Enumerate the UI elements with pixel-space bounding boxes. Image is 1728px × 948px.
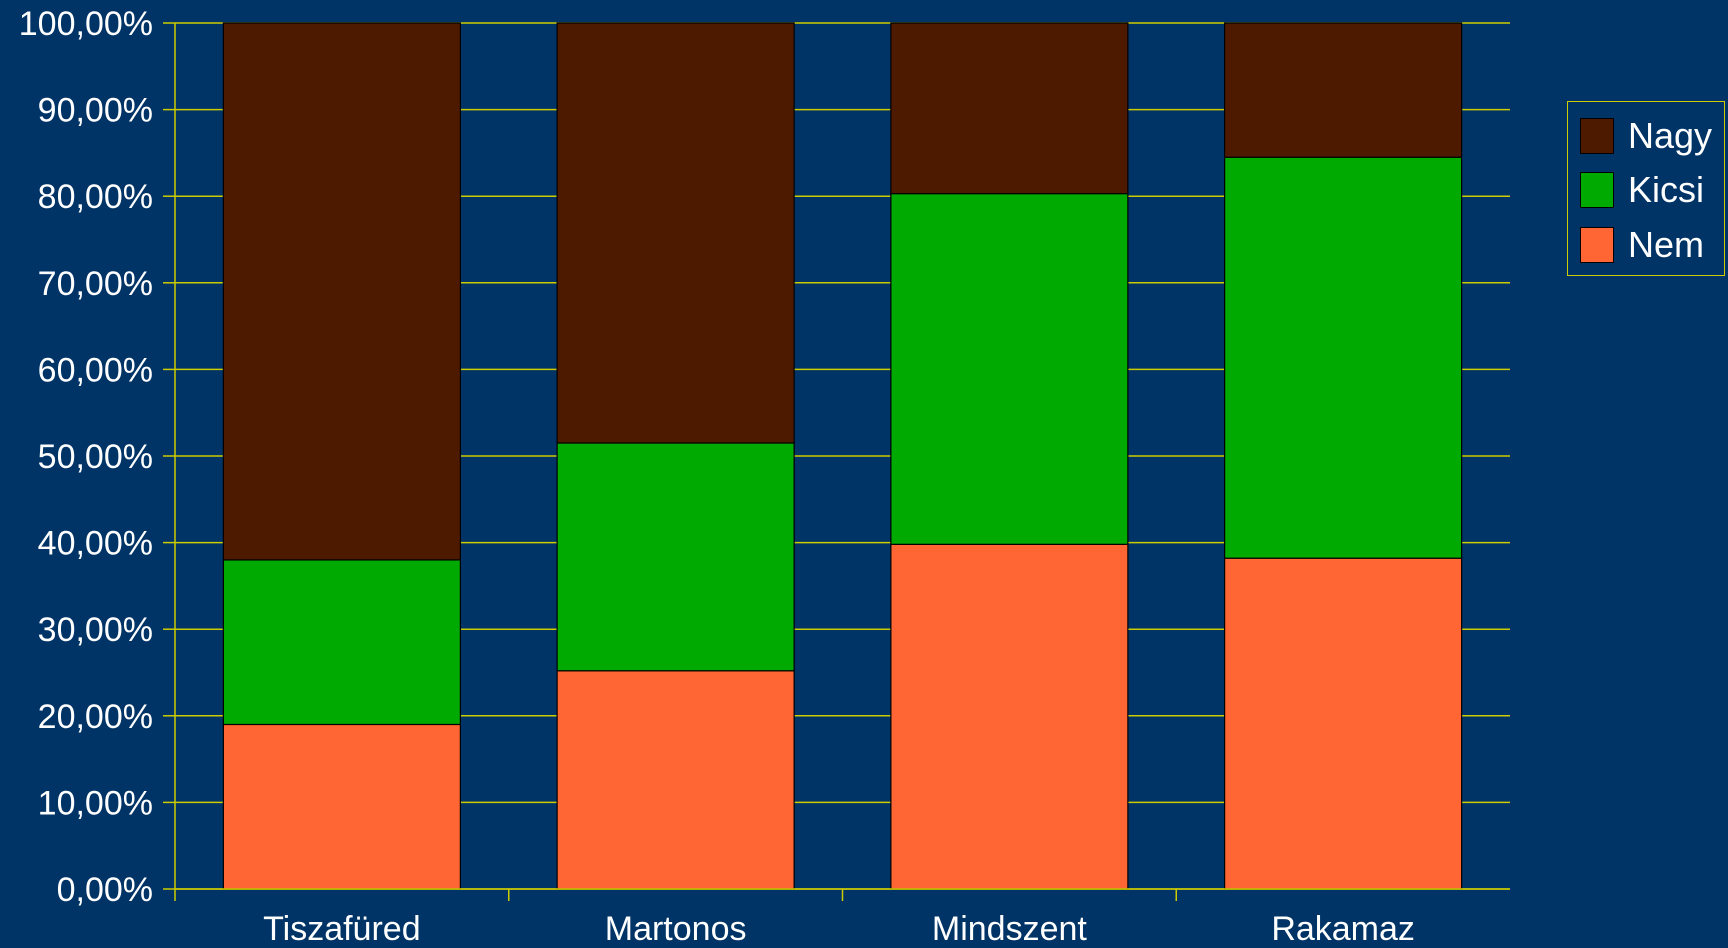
bar-segment-kicsi xyxy=(222,559,461,726)
y-tick-label: 40,00% xyxy=(38,525,153,563)
y-tick-label: 60,00% xyxy=(38,351,153,389)
legend-item-nem: Nem xyxy=(1580,225,1704,265)
bar-segment-nagy xyxy=(222,22,461,561)
legend: Nagy Kicsi Nem xyxy=(1567,101,1725,276)
bar-segment-nem xyxy=(556,670,795,890)
x-tick-label: Martonos xyxy=(605,910,747,948)
y-tick-label: 50,00% xyxy=(38,438,153,476)
y-tick-label: 10,00% xyxy=(38,784,153,822)
y-tick-label: 80,00% xyxy=(38,178,153,216)
y-tick-label: 20,00% xyxy=(38,698,153,736)
legend-swatch-nem xyxy=(1580,227,1614,263)
x-tick-labels: Tiszafüred Martonos Mindszent Rakamaz xyxy=(263,910,1415,948)
bar-segment-nem xyxy=(222,723,461,890)
x-tick-label: Tiszafüred xyxy=(263,910,420,948)
legend-swatch-kicsi xyxy=(1580,172,1614,208)
legend-swatch-nagy xyxy=(1580,118,1614,154)
y-tick-label: 70,00% xyxy=(38,265,153,303)
y-tick-label: 30,00% xyxy=(38,611,153,649)
y-tick-label: 0,00% xyxy=(57,871,153,909)
legend-label-nem: Nem xyxy=(1628,224,1705,265)
legend-label-nagy: Nagy xyxy=(1628,115,1713,156)
bar-segment-nagy xyxy=(556,22,795,444)
bar-segment-kicsi xyxy=(1224,156,1463,559)
bar-segment-kicsi xyxy=(890,193,1129,545)
y-tick-label: 100,00% xyxy=(19,5,153,43)
legend-item-nagy: Nagy xyxy=(1580,116,1712,156)
bars xyxy=(222,22,1463,890)
y-tick-labels: 0,00% 10,00% 20,00% 30,00% 40,00% 50,00% 60,00… xyxy=(19,5,153,909)
x-tick-label: Mindszent xyxy=(932,910,1088,948)
y-tick-label: 90,00% xyxy=(38,92,153,130)
axes xyxy=(163,22,1510,901)
bar-segment-nem xyxy=(890,543,1129,890)
legend-item-kicsi: Kicsi xyxy=(1580,170,1704,210)
bar-segment-nagy xyxy=(1224,22,1463,158)
x-tick-label: Rakamaz xyxy=(1271,910,1415,948)
bar-segment-kicsi xyxy=(556,442,795,672)
bar-segment-nagy xyxy=(890,22,1129,195)
bar-segment-nem xyxy=(1224,557,1463,890)
legend-label-kicsi: Kicsi xyxy=(1628,169,1705,210)
